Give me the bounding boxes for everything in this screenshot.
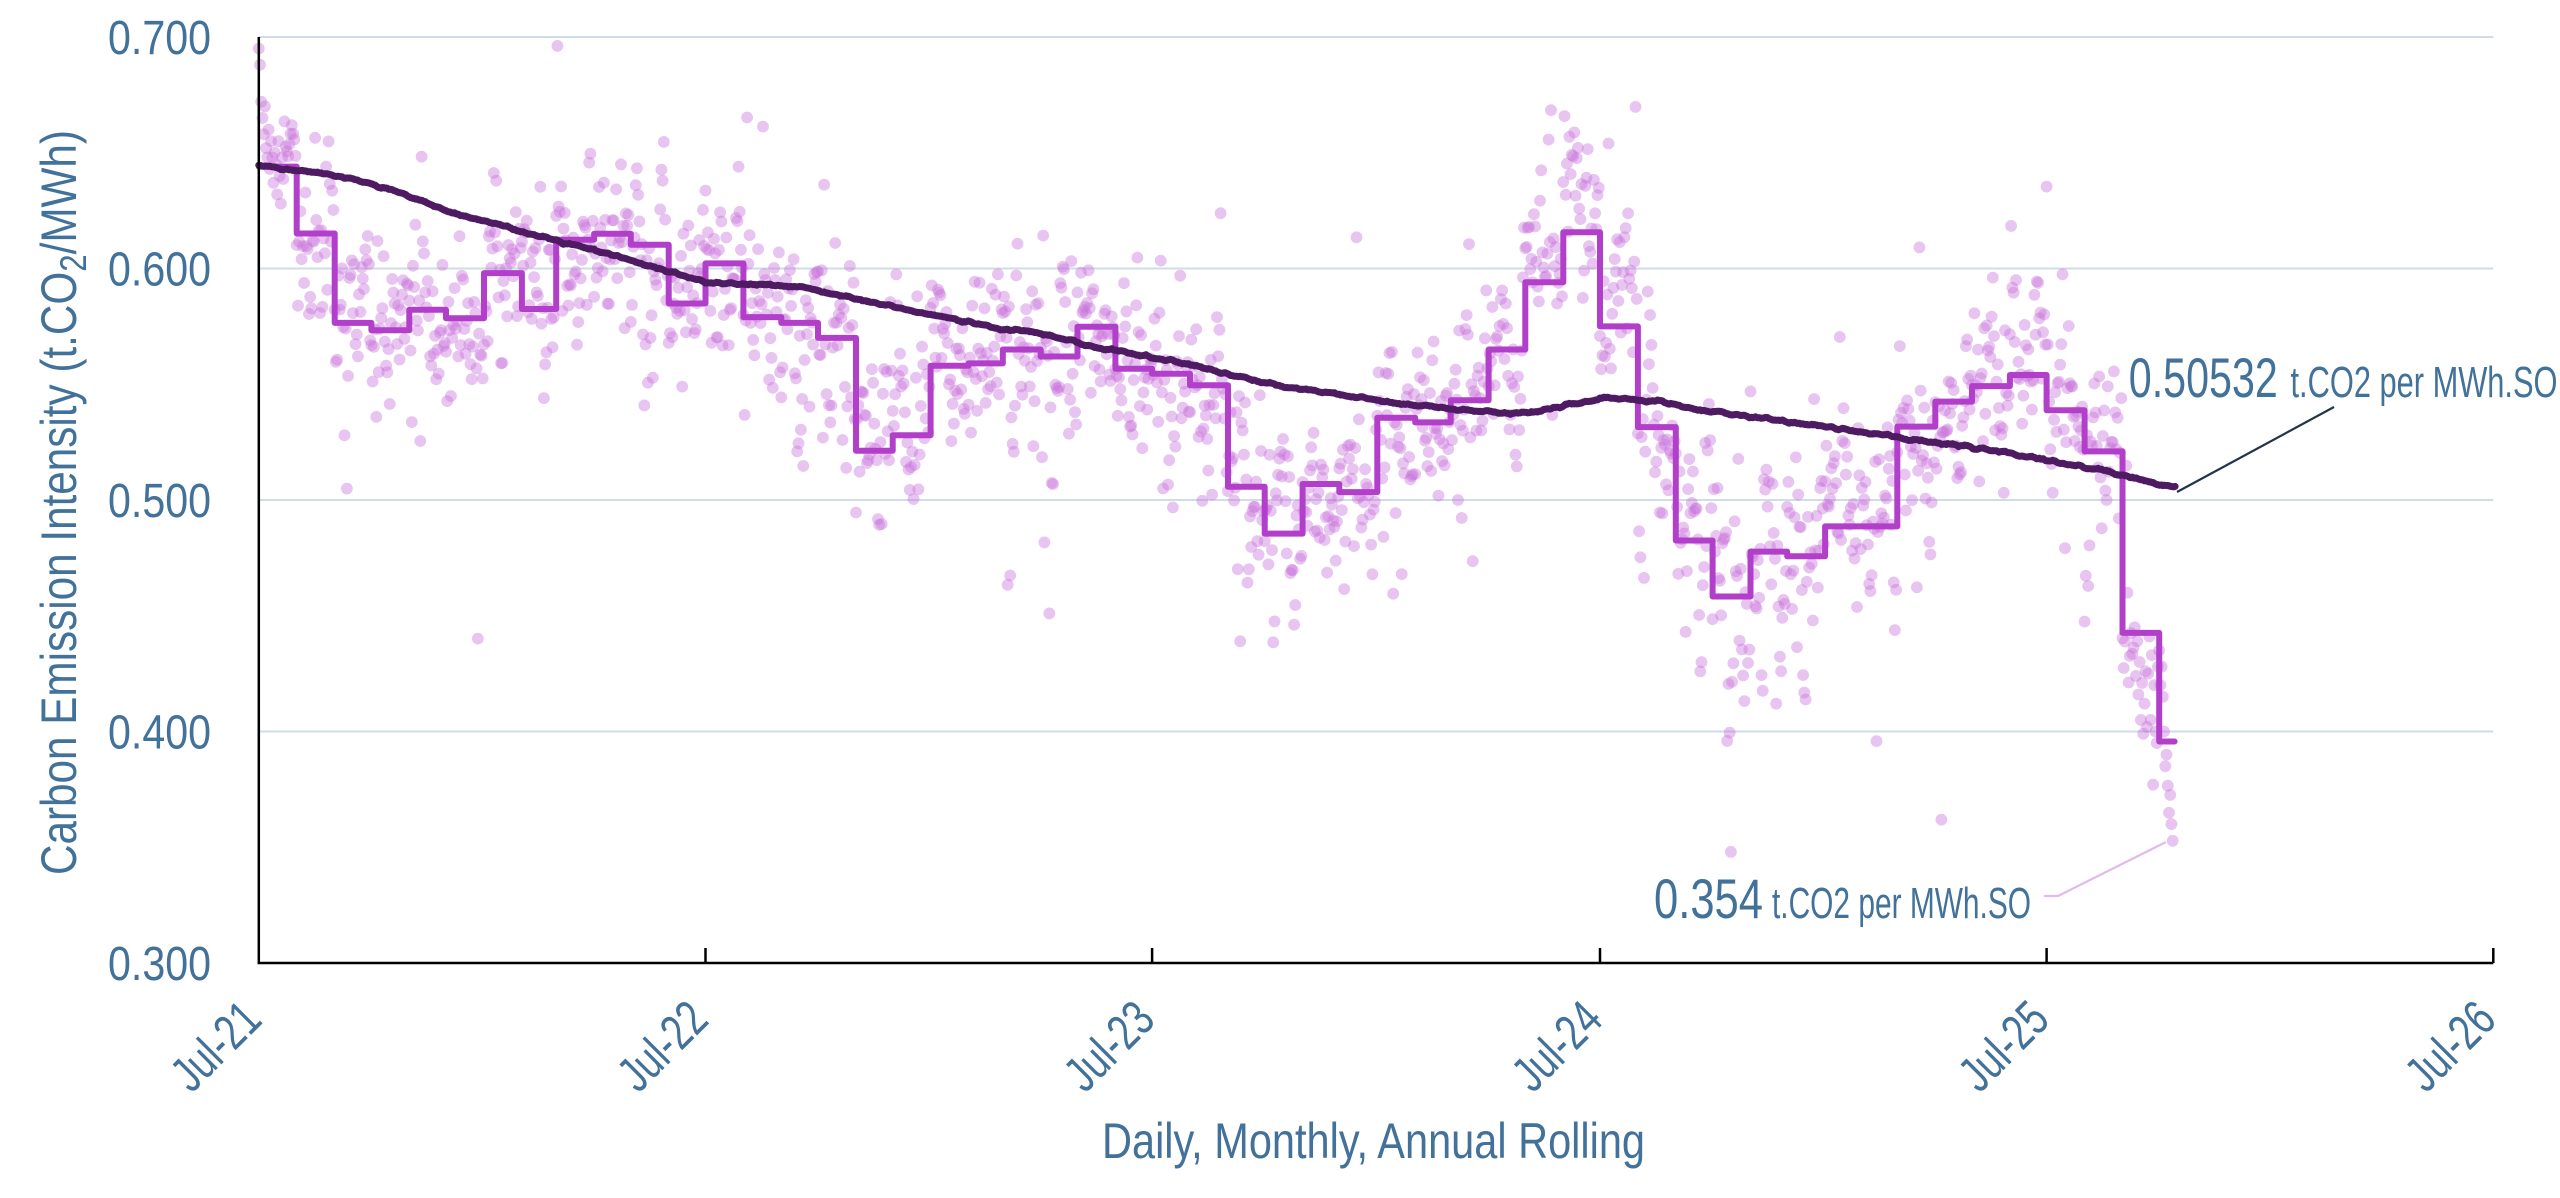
svg-text:t.CO2 per MWh.SO: t.CO2 per MWh.SO — [2291, 358, 2558, 407]
svg-text:Daily, Monthly, Annual Rolling: Daily, Monthly, Annual Rolling — [1102, 1113, 1645, 1169]
svg-text:Carbon Emission Intensity (t.C: Carbon Emission Intensity (t.CO2/MWh) — [31, 130, 94, 875]
svg-text:0.354: 0.354 — [1654, 867, 1763, 930]
svg-text:0.300: 0.300 — [108, 938, 211, 991]
svg-text:0.600: 0.600 — [108, 244, 211, 297]
svg-text:t.CO2 per MWh.SO: t.CO2 per MWh.SO — [1772, 879, 2031, 928]
svg-text:0.50532: 0.50532 — [2129, 346, 2278, 409]
svg-text:0.500: 0.500 — [108, 475, 211, 528]
svg-text:0.400: 0.400 — [108, 707, 211, 760]
svg-text:0.700: 0.700 — [108, 12, 211, 65]
